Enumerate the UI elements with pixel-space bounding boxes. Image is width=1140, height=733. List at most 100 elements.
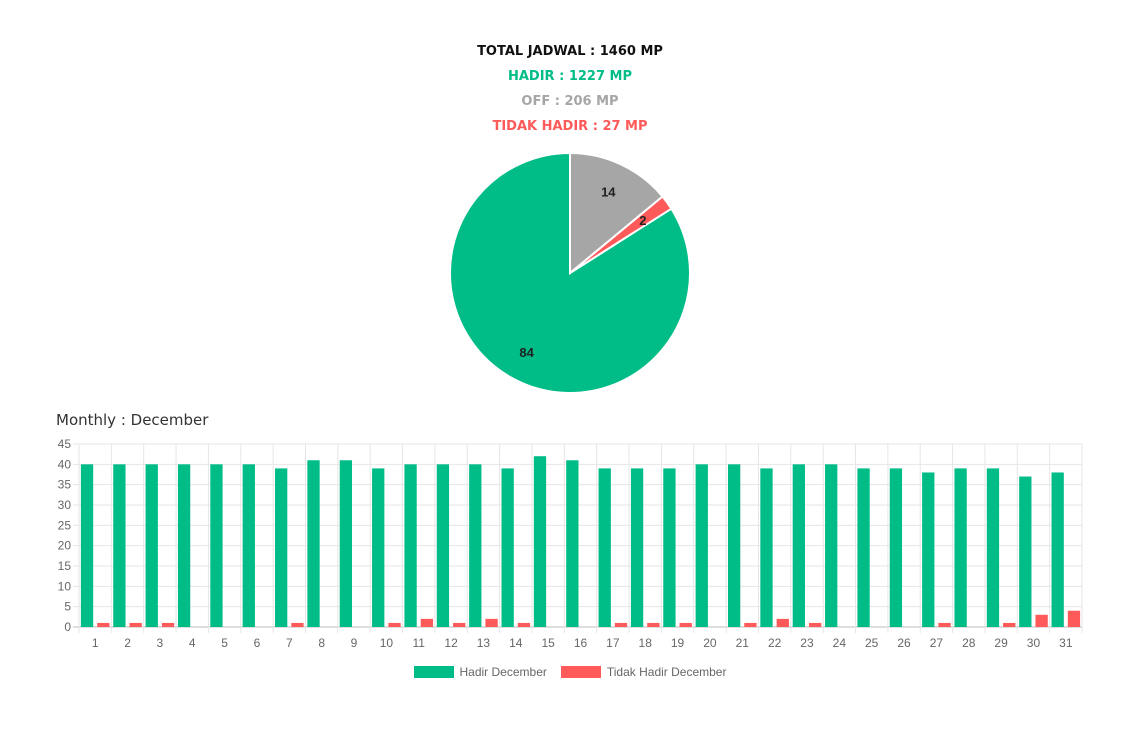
bar-hadir[interactable] bbox=[825, 464, 838, 627]
bar-tidak-hadir[interactable] bbox=[291, 622, 304, 627]
x-tick-label: 19 bbox=[671, 636, 685, 650]
bar-tidak-hadir[interactable] bbox=[614, 622, 628, 627]
x-tick-label: 17 bbox=[606, 636, 620, 650]
bar-tidak-hadir[interactable] bbox=[1003, 622, 1016, 627]
bar-tidak-hadir[interactable] bbox=[485, 618, 498, 627]
y-tick-label: 15 bbox=[58, 559, 72, 573]
x-tick-label: 3 bbox=[157, 636, 164, 650]
x-tick-label: 13 bbox=[477, 636, 491, 650]
bar-hadir[interactable] bbox=[145, 464, 158, 627]
bar-tidak-hadir[interactable] bbox=[97, 622, 110, 627]
bar-tidak-hadir[interactable] bbox=[808, 622, 822, 627]
pie-label-hadir: 84 bbox=[519, 345, 534, 360]
bar-hadir[interactable] bbox=[663, 468, 676, 627]
x-tick-label: 1 bbox=[92, 636, 99, 650]
bar-hadir[interactable] bbox=[857, 468, 870, 627]
bar-tidak-hadir[interactable] bbox=[1035, 614, 1048, 627]
x-tick-label: 16 bbox=[574, 636, 588, 650]
x-tick-label: 14 bbox=[509, 636, 523, 650]
y-tick-label: 20 bbox=[58, 539, 72, 553]
bar-hadir[interactable] bbox=[501, 468, 514, 627]
y-tick-label: 40 bbox=[58, 457, 72, 471]
x-tick-label: 9 bbox=[351, 636, 358, 650]
summary-hadir: HADIR : 1227 MP bbox=[507, 69, 632, 84]
x-tick-label: 11 bbox=[412, 636, 425, 650]
bar-tidak-hadir[interactable] bbox=[453, 622, 466, 627]
bar-hadir[interactable] bbox=[566, 460, 579, 627]
bar-tidak-hadir[interactable] bbox=[161, 622, 175, 627]
summary-tidak-hadir: TIDAK HADIR : 27 MP bbox=[492, 119, 648, 134]
y-tick-label: 5 bbox=[64, 600, 71, 614]
x-tick-label: 4 bbox=[189, 636, 196, 650]
bar-tidak-hadir[interactable] bbox=[420, 618, 434, 627]
pie-slice-off[interactable] bbox=[569, 151, 664, 276]
bar-chart-legend: Hadir December Tidak Hadir December bbox=[0, 665, 1140, 679]
bar-hadir[interactable] bbox=[339, 460, 353, 627]
bar-hadir[interactable] bbox=[727, 464, 741, 627]
bar-hadir[interactable] bbox=[954, 468, 967, 627]
x-tick-label: 24 bbox=[833, 636, 847, 650]
y-tick-label: 0 bbox=[64, 620, 71, 634]
legend-label-tidak-hadir: Tidak Hadir December bbox=[606, 665, 727, 679]
x-tick-label: 31 bbox=[1059, 636, 1073, 650]
bar-hadir[interactable] bbox=[1019, 476, 1032, 627]
x-tick-label: 2 bbox=[124, 636, 131, 650]
x-tick-label: 15 bbox=[541, 636, 555, 650]
bar-hadir[interactable] bbox=[1051, 472, 1064, 627]
bar-hadir[interactable] bbox=[307, 460, 320, 627]
summary-off: OFF : 206 MP bbox=[521, 94, 619, 109]
pie-label-tidak-hadir: 2 bbox=[639, 213, 646, 228]
y-tick-label: 30 bbox=[58, 498, 72, 512]
bar-hadir[interactable] bbox=[922, 472, 935, 627]
x-tick-label: 7 bbox=[286, 636, 293, 650]
bar-hadir[interactable] bbox=[986, 468, 1000, 627]
bar-hadir[interactable] bbox=[275, 468, 288, 627]
bar-hadir[interactable] bbox=[695, 464, 708, 627]
bar-tidak-hadir[interactable] bbox=[744, 622, 757, 627]
bar-chart-title: Monthly : December bbox=[56, 411, 209, 429]
x-tick-label: 29 bbox=[994, 636, 1008, 650]
bar-hadir[interactable] bbox=[469, 464, 482, 627]
x-tick-label: 5 bbox=[221, 636, 228, 650]
legend-swatch-tidak-hadir bbox=[560, 666, 601, 678]
x-tick-label: 23 bbox=[800, 636, 814, 650]
x-tick-label: 26 bbox=[897, 636, 911, 650]
bar-hadir[interactable] bbox=[404, 464, 417, 627]
legend-item-tidak-hadir[interactable]: Tidak Hadir December bbox=[560, 665, 727, 679]
x-tick-label: 25 bbox=[865, 636, 879, 650]
bar-tidak-hadir[interactable] bbox=[517, 622, 531, 627]
legend-item-hadir[interactable]: Hadir December bbox=[413, 665, 547, 679]
bar-tidak-hadir[interactable] bbox=[938, 622, 951, 627]
bar-tidak-hadir[interactable] bbox=[1067, 610, 1081, 627]
bar-hadir[interactable] bbox=[760, 468, 773, 627]
x-tick-label: 28 bbox=[962, 636, 976, 650]
bar-hadir[interactable] bbox=[80, 464, 94, 627]
bar-hadir[interactable] bbox=[598, 468, 611, 627]
x-tick-label: 12 bbox=[444, 636, 458, 650]
bar-hadir[interactable] bbox=[372, 468, 385, 627]
bar-hadir[interactable] bbox=[177, 464, 191, 627]
bar-hadir[interactable] bbox=[210, 464, 223, 627]
bar-hadir[interactable] bbox=[113, 464, 126, 627]
bar-hadir[interactable] bbox=[242, 464, 255, 627]
bar-hadir[interactable] bbox=[436, 464, 450, 627]
bar-tidak-hadir[interactable] bbox=[679, 622, 692, 627]
bar-hadir[interactable] bbox=[792, 464, 805, 627]
bar-hadir[interactable] bbox=[630, 468, 644, 627]
bar-tidak-hadir[interactable] bbox=[647, 622, 660, 627]
bar-tidak-hadir[interactable] bbox=[388, 622, 401, 627]
bar-hadir[interactable] bbox=[889, 468, 903, 627]
x-tick-label: 22 bbox=[768, 636, 782, 650]
legend-label-hadir: Hadir December bbox=[459, 665, 547, 679]
y-tick-label: 45 bbox=[58, 437, 72, 451]
x-tick-label: 21 bbox=[736, 636, 750, 650]
pie-label-off: 14 bbox=[601, 185, 616, 200]
x-tick-label: 6 bbox=[254, 636, 261, 650]
bar-tidak-hadir[interactable] bbox=[776, 618, 789, 627]
bar-hadir[interactable] bbox=[533, 456, 547, 627]
x-tick-label: 30 bbox=[1027, 636, 1041, 650]
bar-tidak-hadir[interactable] bbox=[129, 622, 142, 627]
x-tick-label: 27 bbox=[930, 636, 944, 650]
x-tick-label: 10 bbox=[380, 636, 394, 650]
